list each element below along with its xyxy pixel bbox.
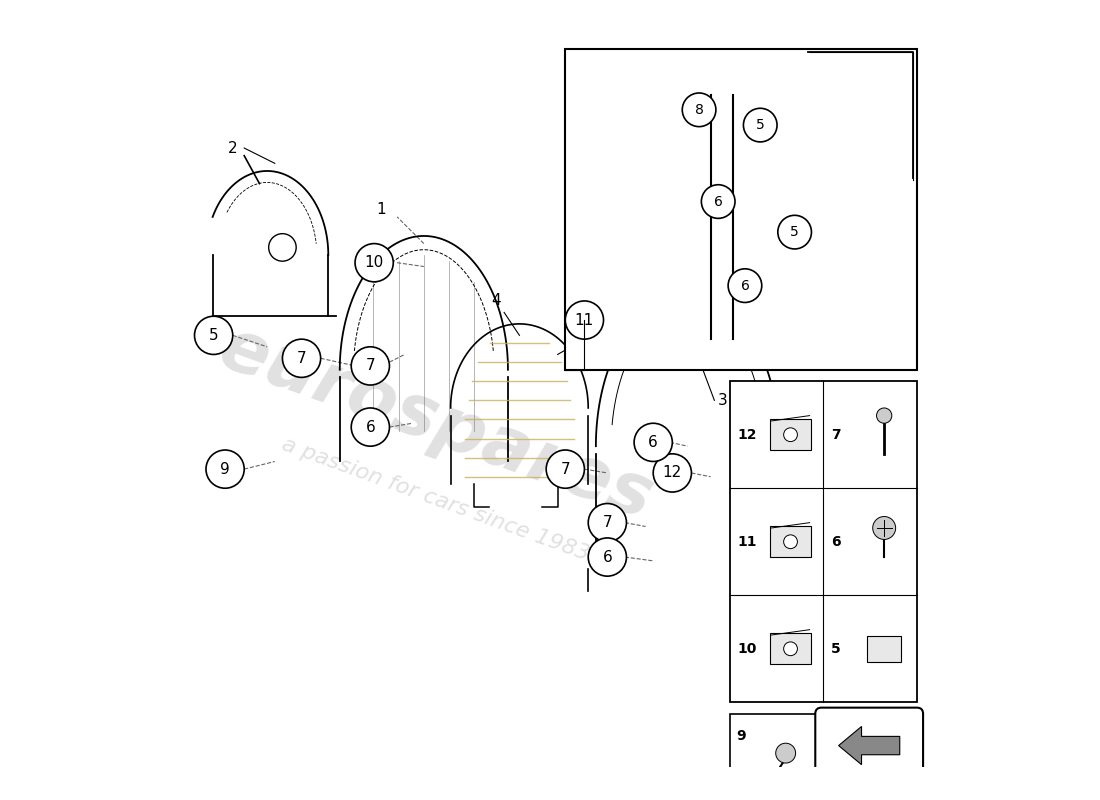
Circle shape [195,316,233,354]
Circle shape [776,743,795,763]
FancyBboxPatch shape [868,636,901,662]
Text: 5: 5 [209,328,219,343]
Text: 5: 5 [756,118,764,132]
Circle shape [783,642,798,656]
Text: eurospares: eurospares [209,313,662,534]
Text: 9: 9 [736,729,746,743]
Text: 8: 8 [694,103,704,117]
Circle shape [565,301,604,339]
Circle shape [588,503,627,542]
Text: 3: 3 [718,393,728,408]
Text: 7: 7 [297,350,306,366]
Circle shape [877,408,892,423]
Text: a passion for cars since 1983: a passion for cars since 1983 [279,434,592,565]
Text: 11: 11 [575,313,594,327]
Text: 4: 4 [492,294,502,309]
Circle shape [872,517,895,539]
Circle shape [783,428,798,442]
Bar [729,382,917,702]
Circle shape [783,535,798,549]
Text: 6: 6 [714,194,723,209]
Text: 7: 7 [365,358,375,374]
Text: 7: 7 [603,515,613,530]
Text: 6: 6 [648,435,658,450]
Text: 10: 10 [364,255,384,270]
Text: 12: 12 [662,466,682,481]
FancyBboxPatch shape [770,419,811,450]
Text: 12: 12 [737,428,757,442]
Circle shape [702,185,735,218]
Text: 6: 6 [830,534,840,549]
Text: 6: 6 [740,278,749,293]
Circle shape [634,423,672,462]
Text: 7: 7 [830,428,840,442]
FancyBboxPatch shape [770,634,811,664]
Text: 5: 5 [790,225,799,239]
FancyBboxPatch shape [565,49,917,370]
Circle shape [351,408,389,446]
FancyBboxPatch shape [770,526,811,557]
Text: 2: 2 [228,141,238,155]
Bar [823,774,915,800]
Circle shape [351,347,389,385]
Circle shape [547,450,584,488]
Text: 6: 6 [365,419,375,434]
Text: 6: 6 [603,550,613,565]
Text: 1: 1 [376,202,386,217]
Circle shape [355,243,394,282]
Circle shape [653,454,692,492]
Text: 7: 7 [561,462,570,477]
Circle shape [682,93,716,126]
Circle shape [588,538,627,576]
Bar [729,714,817,800]
Text: 9: 9 [220,462,230,477]
FancyBboxPatch shape [815,708,923,800]
Circle shape [283,339,320,378]
Text: 5: 5 [830,642,840,656]
Text: 11: 11 [737,534,757,549]
Circle shape [744,108,777,142]
Text: 810 01: 810 01 [837,784,901,800]
Circle shape [206,450,244,488]
Circle shape [728,269,762,302]
Text: a passion for cars since 1983: a passion for cars since 1983 [659,282,855,365]
Polygon shape [838,726,900,765]
Text: eurospares: eurospares [626,206,888,335]
Text: 10: 10 [737,642,757,656]
Circle shape [778,215,812,249]
